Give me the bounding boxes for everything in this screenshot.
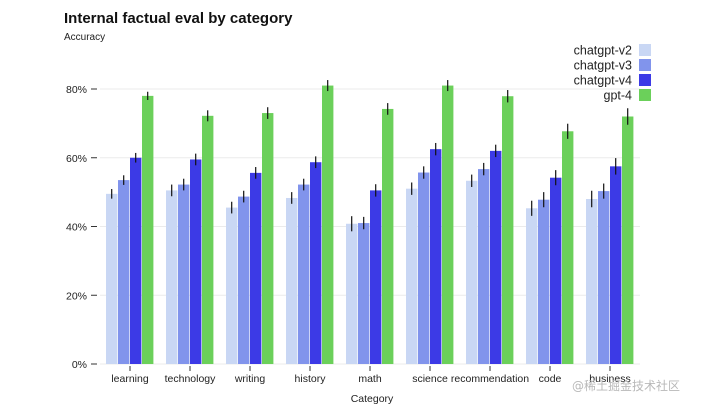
bar [178, 184, 190, 364]
bar [298, 184, 310, 364]
legend-label: chatgpt-v3 [574, 59, 632, 73]
bar [286, 197, 298, 364]
y-tick-label: 60% [66, 153, 87, 165]
x-tick-label: writing [234, 373, 266, 385]
bar [382, 108, 394, 364]
bar [442, 85, 454, 364]
legend-label: chatgpt-v4 [574, 74, 632, 88]
bar [418, 172, 430, 364]
legend-swatch [639, 74, 651, 86]
bar [502, 96, 514, 364]
y-tick-label: 20% [66, 290, 87, 302]
x-axis-label: Category [351, 393, 394, 405]
x-tick-label: history [295, 373, 327, 385]
bar [538, 199, 550, 364]
bar [526, 208, 538, 364]
legend-label: chatgpt-v2 [574, 44, 632, 58]
bar [466, 180, 478, 364]
x-tick-label: learning [111, 373, 149, 385]
y-tick-label: 40% [66, 222, 87, 234]
y-tick-label: 0% [72, 359, 87, 371]
bar [130, 157, 142, 364]
bar [430, 149, 442, 364]
bar [262, 113, 274, 364]
bar [622, 116, 634, 364]
bar [250, 172, 262, 364]
x-tick-label: math [358, 373, 382, 385]
bar [226, 207, 238, 364]
bar [322, 85, 334, 364]
bar [586, 199, 598, 364]
bar [202, 115, 214, 364]
legend-swatch [639, 89, 651, 101]
x-tick-label: code [539, 373, 562, 385]
bars [106, 80, 634, 364]
bar [562, 131, 574, 364]
bar [310, 162, 322, 364]
bar [346, 223, 358, 364]
bar [490, 150, 502, 364]
bar [106, 193, 118, 364]
y-tick-label: 80% [66, 84, 87, 96]
x-tick-label: business [589, 373, 630, 385]
bar [118, 180, 130, 364]
watermark: @稀土掘金技术社区 [572, 378, 680, 393]
legend-swatch [639, 59, 651, 71]
x-tick-label: technology [165, 373, 217, 385]
legend-label: gpt-4 [604, 89, 633, 103]
bar [238, 196, 250, 364]
y-axis: 0% 20% 40% 60% 80% [66, 84, 97, 371]
bar [190, 159, 202, 364]
bar [358, 223, 370, 364]
bar [610, 166, 622, 364]
x-tick-label: science [412, 373, 448, 385]
bar [598, 191, 610, 364]
bar [166, 190, 178, 364]
chart-title: Internal factual eval by category [64, 10, 293, 27]
x-tick-label: recommendation [451, 373, 529, 385]
y-axis-label: Accuracy [64, 32, 105, 43]
bar [142, 95, 154, 364]
bar [550, 177, 562, 364]
bar [478, 169, 490, 364]
bar [406, 188, 418, 364]
legend-swatch [639, 44, 651, 56]
bar [370, 190, 382, 364]
x-axis: learning technology writing history math scie… [111, 366, 631, 385]
